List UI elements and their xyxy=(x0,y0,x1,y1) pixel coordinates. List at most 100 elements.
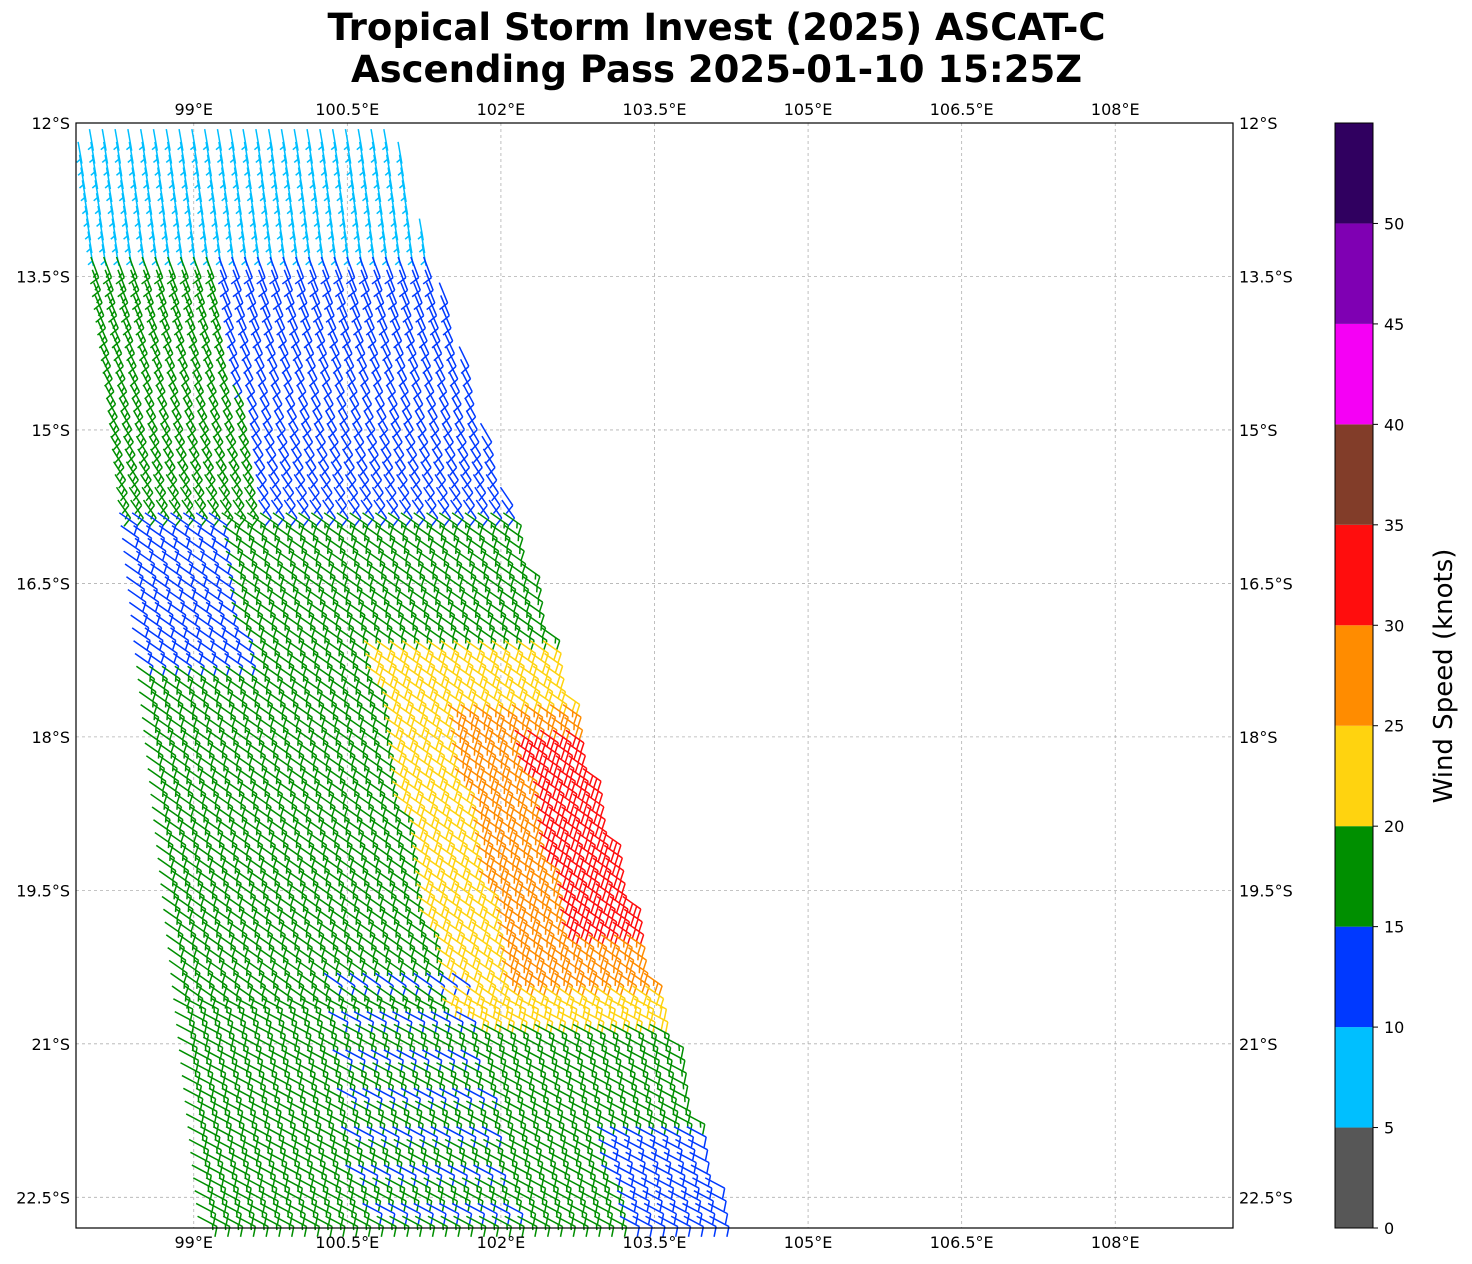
barb-feather xyxy=(547,714,553,725)
wind-barbs xyxy=(76,129,730,1237)
barb-feather xyxy=(391,327,401,336)
wind-barb xyxy=(286,295,297,323)
barb-feather xyxy=(250,500,255,507)
barb-staff xyxy=(132,410,146,430)
barb-staff xyxy=(209,410,222,430)
barb-feather xyxy=(87,260,93,266)
barb-staff xyxy=(117,269,127,291)
barb-staff xyxy=(221,282,231,304)
barb-staff xyxy=(94,180,100,203)
barb-feather xyxy=(258,289,268,298)
barb-staff xyxy=(115,256,125,278)
barb-feather xyxy=(381,260,388,266)
barb-staff xyxy=(243,486,258,506)
barb-staff xyxy=(135,435,149,456)
barb-staff xyxy=(341,218,348,241)
barb-feather xyxy=(117,462,122,469)
barb-staff xyxy=(452,410,466,430)
wind-barb xyxy=(322,269,332,298)
barb-staff xyxy=(105,167,112,190)
barb-feather xyxy=(424,289,434,298)
wind-barb xyxy=(409,256,420,285)
barb-staff xyxy=(226,448,240,468)
barb-staff xyxy=(145,295,156,316)
barb-staff xyxy=(220,167,227,190)
barb-feather xyxy=(450,650,456,661)
barb-staff xyxy=(383,474,397,494)
barb-staff xyxy=(172,192,178,215)
wind-barb xyxy=(371,256,381,285)
barb-staff xyxy=(398,384,411,405)
barb-staff xyxy=(192,486,207,506)
barb-feather xyxy=(493,688,499,699)
barb-staff xyxy=(212,205,218,228)
barb-staff xyxy=(212,435,226,456)
barb-staff xyxy=(303,333,315,355)
barb-feather xyxy=(561,726,567,738)
barb-staff xyxy=(314,320,326,342)
barb-feather xyxy=(540,614,545,626)
barb-staff xyxy=(418,218,424,241)
barb-staff xyxy=(302,435,315,456)
wind-barb xyxy=(235,295,246,323)
barb-staff xyxy=(138,231,144,254)
barb-feather xyxy=(96,327,106,336)
barb-feather xyxy=(420,726,426,738)
barb-staff xyxy=(312,295,323,316)
barb-staff xyxy=(256,141,262,164)
barb-staff xyxy=(334,154,341,177)
barb-staff xyxy=(269,256,279,278)
barb-staff xyxy=(296,154,302,177)
barb-staff xyxy=(398,154,405,177)
barb-feather xyxy=(236,488,241,495)
barb-staff xyxy=(273,410,286,430)
barb-feather xyxy=(165,437,170,444)
barb-feather xyxy=(544,688,550,699)
barb-feather xyxy=(557,688,563,699)
barb-staff xyxy=(324,295,335,316)
wind-barb xyxy=(269,256,279,285)
wind-barb xyxy=(245,269,255,298)
wind-barb xyxy=(307,256,317,285)
barb-staff xyxy=(380,333,392,355)
barb-feather xyxy=(141,450,146,457)
barb-feather xyxy=(537,589,542,600)
barb-feather xyxy=(345,277,356,285)
barb-staff xyxy=(444,448,458,468)
barb-feather xyxy=(393,714,399,725)
barb-staff xyxy=(393,218,399,241)
barb-staff xyxy=(341,333,353,355)
barb-staff xyxy=(253,231,260,254)
barb-staff xyxy=(215,461,229,481)
wind-barb xyxy=(309,269,319,298)
barb-staff xyxy=(223,307,235,329)
barb-staff xyxy=(360,384,373,405)
wind-barb xyxy=(195,282,206,311)
barb-feather xyxy=(250,327,260,336)
barb-staff xyxy=(184,295,195,316)
barb-feather xyxy=(517,675,523,687)
wind-barb xyxy=(117,269,127,298)
barb-staff xyxy=(154,486,168,506)
barb-staff xyxy=(272,282,282,304)
barb-staff xyxy=(107,295,118,316)
barb-staff xyxy=(427,410,440,430)
barb-staff xyxy=(124,218,130,241)
barb-feather xyxy=(219,289,229,298)
barb-staff xyxy=(383,359,395,380)
barb-staff xyxy=(161,205,167,228)
barb-staff xyxy=(390,307,401,329)
barb-staff xyxy=(381,461,395,481)
wind-barb xyxy=(403,307,414,336)
barb-staff xyxy=(275,307,286,329)
barb-staff xyxy=(279,461,293,481)
barb-feather xyxy=(89,277,100,285)
barb-staff xyxy=(226,333,238,355)
barb-staff xyxy=(307,256,317,278)
barb-feather xyxy=(157,302,167,311)
barb-feather xyxy=(223,488,228,495)
barb-staff xyxy=(346,256,356,278)
barb-feather xyxy=(234,302,244,311)
barb-staff xyxy=(213,218,220,241)
barb-staff xyxy=(120,410,133,430)
